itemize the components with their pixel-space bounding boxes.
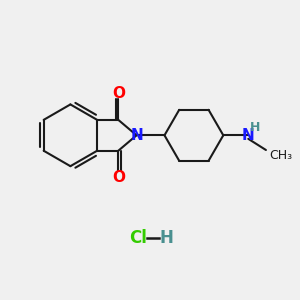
Text: H: H xyxy=(159,229,173,247)
Text: H: H xyxy=(250,121,260,134)
Text: O: O xyxy=(112,86,125,101)
Text: N: N xyxy=(130,128,143,143)
Text: N: N xyxy=(242,128,255,143)
Text: Cl: Cl xyxy=(129,229,147,247)
Text: O: O xyxy=(112,170,125,185)
Text: CH₃: CH₃ xyxy=(269,149,292,162)
